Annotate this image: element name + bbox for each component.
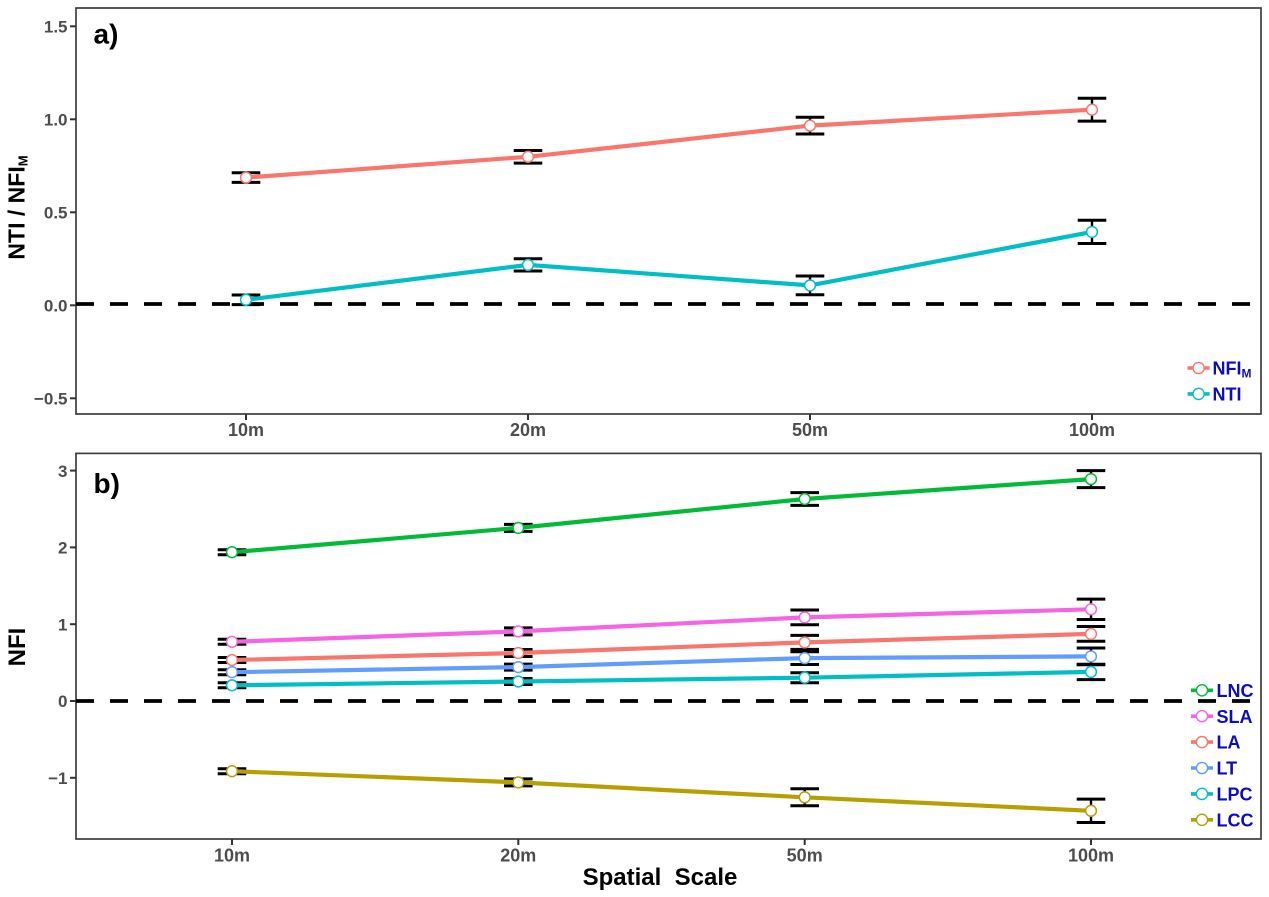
svg-text:20m: 20m: [510, 420, 546, 440]
svg-text:−0.5: −0.5: [34, 390, 68, 409]
svg-text:1.5: 1.5: [44, 18, 68, 37]
svg-text:LA: LA: [1217, 733, 1241, 753]
svg-text:2: 2: [58, 539, 67, 558]
svg-text:10m: 10m: [228, 420, 264, 440]
svg-text:50m: 50m: [787, 845, 823, 865]
svg-text:1.0: 1.0: [44, 111, 68, 130]
svg-text:0: 0: [58, 692, 67, 711]
svg-text:100m: 100m: [1069, 420, 1115, 440]
svg-text:20m: 20m: [500, 845, 536, 865]
svg-text:LPC: LPC: [1217, 785, 1253, 805]
svg-text:LNC: LNC: [1217, 681, 1254, 701]
svg-text:NTI / NFIM: NTI / NFIM: [3, 155, 30, 259]
svg-text:NFI: NFI: [4, 628, 31, 667]
svg-text:a): a): [94, 19, 119, 50]
svg-text:50m: 50m: [792, 420, 828, 440]
svg-text:LT: LT: [1217, 759, 1238, 779]
svg-text:3: 3: [58, 462, 67, 481]
svg-text:NTI: NTI: [1213, 385, 1242, 405]
svg-text:−1: −1: [48, 769, 67, 788]
svg-text:LCC: LCC: [1217, 810, 1254, 830]
svg-text:Spatial Scale: Spatial Scale: [583, 864, 738, 891]
svg-text:1: 1: [58, 615, 67, 634]
svg-text:100m: 100m: [1068, 845, 1114, 865]
svg-text:0.5: 0.5: [44, 204, 68, 223]
svg-text:b): b): [94, 468, 120, 499]
svg-text:0.0: 0.0: [44, 297, 68, 316]
svg-text:SLA: SLA: [1217, 707, 1253, 727]
svg-text:10m: 10m: [214, 845, 250, 865]
